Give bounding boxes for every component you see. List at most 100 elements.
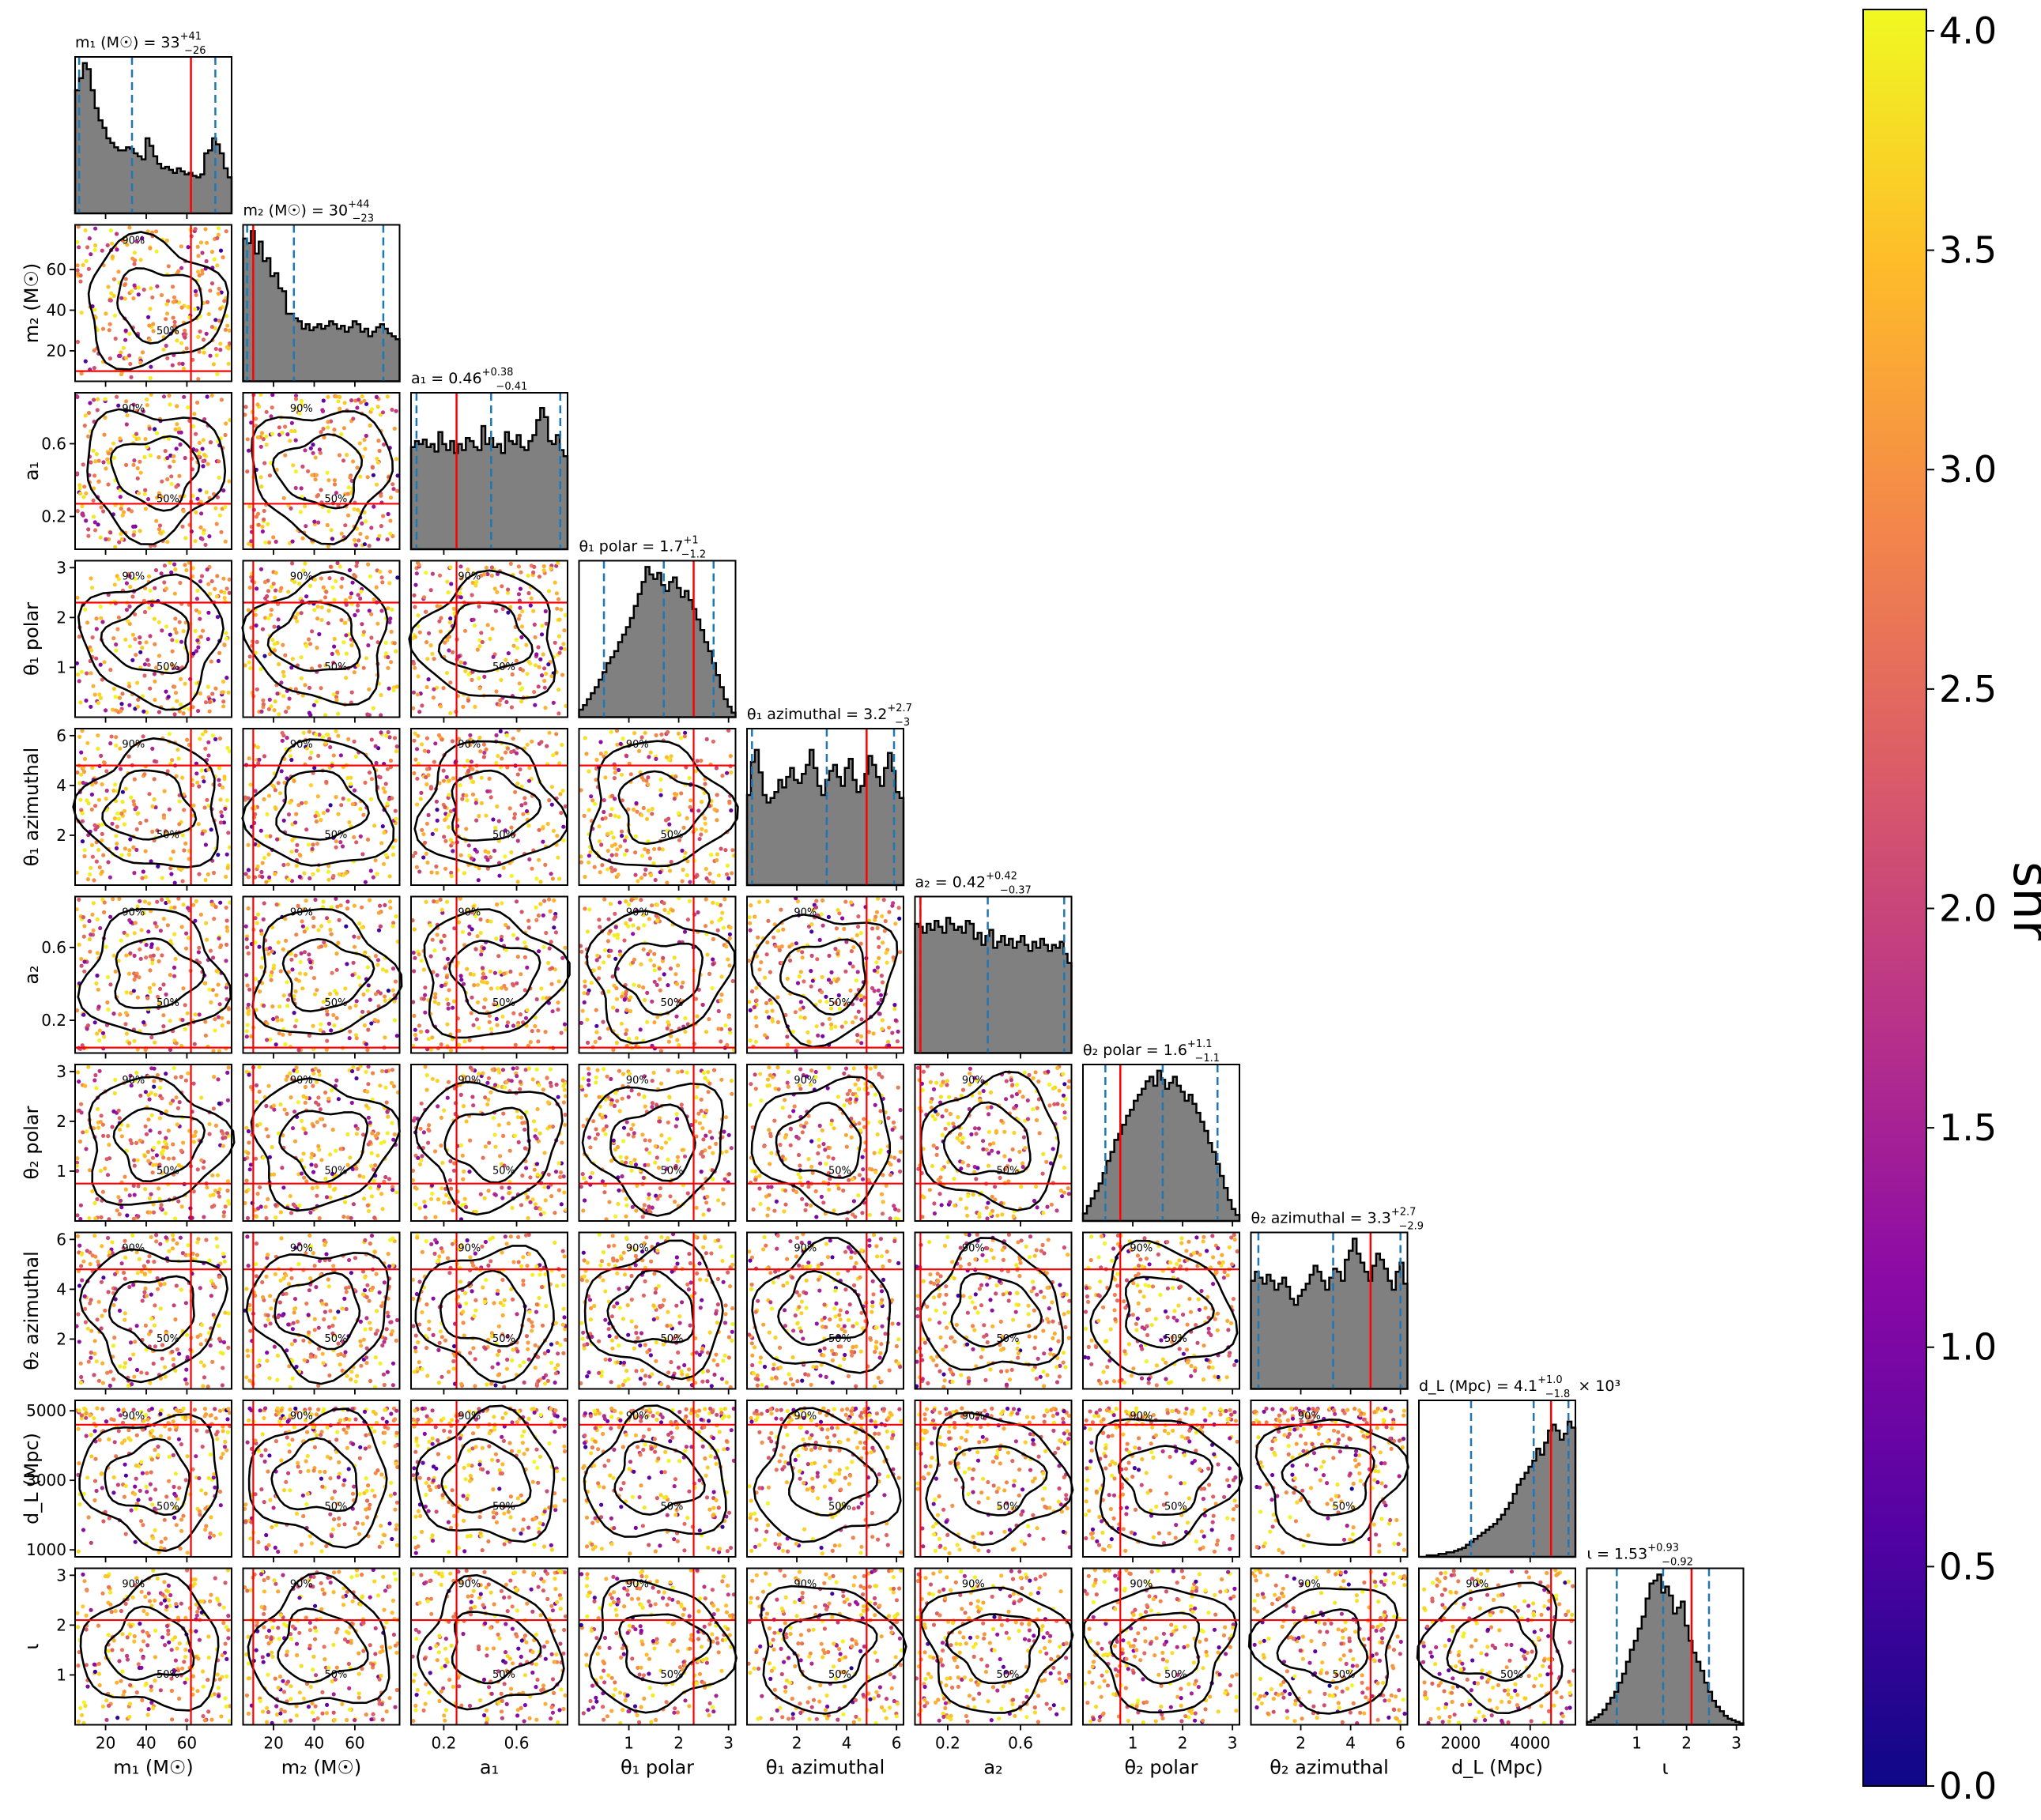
- scatter-theta1_polar-iota: [579, 1568, 736, 1725]
- panel-theta1_polar-theta1_polar: θ₁ polar = 1.7+1 −1.2: [578, 535, 737, 723]
- panel-frame: [410, 728, 568, 886]
- y-axis-label-a1: a₁: [21, 462, 43, 480]
- y-axis-label-m2: m₂ (M☉): [21, 263, 43, 344]
- scatter-m1-theta1_azimuthal: [74, 729, 232, 885]
- panel-m1-a1: 90% 50% 0.2 0.6: [41, 392, 232, 555]
- histogram-theta1_polar: [578, 566, 737, 718]
- contour-90: [250, 1077, 401, 1212]
- contour-label-90: 90%: [458, 1242, 481, 1254]
- panel-frame: [914, 1231, 1073, 1390]
- x-tick-label-theta1_azimuthal: 2: [792, 1734, 802, 1753]
- x-axis-label-theta2_azimuthal: θ₂ azimuthal: [1269, 1757, 1389, 1779]
- contour-90: [72, 737, 220, 869]
- y-tick-label-theta2_azimuthal: 4: [56, 1279, 66, 1298]
- y-tick-label-iota: 1: [56, 1665, 66, 1684]
- contour-label-90: 90%: [458, 1578, 481, 1590]
- panel-m1-theta2_polar: 90% 50% 1 2 3: [56, 1062, 236, 1227]
- contour-label-90: 90%: [626, 1578, 649, 1590]
- contour-90: [925, 1411, 1074, 1547]
- panel-m1-iota: 90% 50% 20 40 60 1 2 3: [56, 1566, 232, 1753]
- contour-50: [440, 1269, 526, 1347]
- contour-50: [448, 940, 541, 1016]
- panel-theta1_polar-dL: 90% 50%: [578, 1400, 737, 1562]
- panel-a1-iota: 90% 50% 0.2 0.6: [410, 1567, 568, 1753]
- panel-theta1_polar-theta2_polar: 90% 50%: [578, 1064, 737, 1227]
- panel-frame: [746, 728, 904, 886]
- x-axis-label-theta1_azimuthal: θ₁ azimuthal: [766, 1757, 885, 1779]
- panel-frame: [746, 1400, 904, 1558]
- scatter-theta2_azimuthal-dL: [1251, 1406, 1406, 1555]
- y-axis-label-theta1_polar: θ₁ polar: [21, 602, 43, 676]
- y-tick-label-theta2_polar: 3: [56, 1062, 66, 1081]
- panel-a2-theta2_azimuthal: 90% 50%: [914, 1231, 1073, 1395]
- contour-label-90: 90%: [1298, 1411, 1321, 1422]
- y-tick-label-dL: 1000: [26, 1540, 66, 1559]
- panel-m2-theta2_polar: 90% 50%: [242, 1064, 401, 1227]
- x-tick-label-theta2_azimuthal: 6: [1395, 1734, 1405, 1753]
- scatter-theta1_azimuthal-theta2_azimuthal: [747, 1232, 903, 1389]
- x-tick-label-a1: 0.6: [504, 1734, 530, 1753]
- contour-label-50: 50%: [492, 1669, 515, 1681]
- panel-frame: [74, 895, 232, 1054]
- x-tick-label-theta2_azimuthal: 4: [1345, 1734, 1356, 1753]
- contour-label-90: 90%: [290, 739, 313, 751]
- scatter-a2-iota: [914, 1569, 1072, 1724]
- contour-90: [86, 408, 227, 546]
- scatter-a1-theta1_azimuthal: [411, 728, 568, 884]
- contour-label-50: 50%: [324, 1166, 347, 1178]
- x-tick-label-dL: 4000: [1510, 1734, 1550, 1753]
- panel-frame: [1082, 1567, 1240, 1726]
- contour-label-50: 50%: [492, 1333, 515, 1345]
- contour-90: [245, 1251, 390, 1385]
- scatter-m1-theta2_azimuthal: [74, 1233, 231, 1389]
- contour-50: [437, 601, 534, 673]
- contour-50: [277, 1607, 369, 1683]
- contour-50: [613, 942, 704, 1016]
- scatter-theta1_azimuthal-theta2_polar: [748, 1064, 904, 1222]
- contour-label-90: 90%: [458, 906, 481, 918]
- scatter-theta1_azimuthal-iota: [746, 1568, 904, 1725]
- panel-a2-iota: 90% 50% 0.2 0.6: [914, 1567, 1074, 1753]
- panel-a2-a2: a₂ = 0.42+0.42 −0.37: [914, 871, 1073, 1059]
- contour-label-50: 50%: [828, 997, 851, 1009]
- panel-frame: [578, 1567, 737, 1726]
- contour-label-90: 90%: [122, 1578, 145, 1590]
- contour-label-90: 90%: [962, 1075, 985, 1087]
- contour-label-50: 50%: [157, 830, 179, 842]
- x-axis-label-theta2_polar: θ₂ polar: [1124, 1757, 1198, 1779]
- y-axis-label-theta2_polar: θ₂ polar: [21, 1106, 43, 1179]
- panel-theta2_polar-dL: 90% 50%: [1082, 1400, 1243, 1562]
- y-axis-label-theta2_azimuthal: θ₂ azimuthal: [21, 1251, 43, 1370]
- contour-90: [750, 1076, 892, 1216]
- contour-label-50: 50%: [828, 1333, 851, 1345]
- contour-label-90: 90%: [626, 1242, 649, 1254]
- panel-frame: [74, 1400, 232, 1558]
- panel-m2-theta1_azimuthal: 90% 50%: [241, 728, 401, 891]
- contour-label-90: 90%: [290, 906, 313, 918]
- contour-label-90: 90%: [122, 403, 145, 415]
- contour-label-50: 50%: [157, 494, 179, 506]
- histogram-a2: [914, 917, 1073, 1054]
- contour-90: [1416, 1581, 1564, 1715]
- y-tick-label-theta2_azimuthal: 6: [56, 1230, 66, 1249]
- contour-label-90: 90%: [122, 571, 145, 582]
- contour-label-50: 50%: [324, 997, 347, 1009]
- panel-m2-theta2_azimuthal: 90% 50%: [242, 1231, 401, 1395]
- scatter-m2-theta1_azimuthal: [243, 729, 399, 884]
- y-tick-label-theta1_polar: 3: [56, 558, 66, 577]
- contour-90: [79, 1572, 220, 1712]
- panel-a1-dL: 90% 50%: [410, 1400, 568, 1562]
- contour-label-50: 50%: [157, 997, 179, 1009]
- colorbar-tick-label: 0.0: [1939, 1765, 1997, 1807]
- contour-label-50: 50%: [996, 1669, 1019, 1681]
- contour-label-90: 90%: [458, 1075, 481, 1087]
- x-axis-label-m2: m₂ (M☉): [281, 1757, 362, 1779]
- contour-90: [414, 1080, 564, 1216]
- panel-frame: [914, 1567, 1073, 1726]
- y-tick-label-m2: 40: [47, 301, 66, 320]
- contour-50: [440, 1438, 532, 1514]
- x-tick-label-iota: 2: [1681, 1734, 1692, 1753]
- contour-label-90: 90%: [962, 1578, 985, 1590]
- contour-label-50: 50%: [996, 1502, 1019, 1513]
- histogram-theta2_azimuthal: [1250, 1238, 1409, 1390]
